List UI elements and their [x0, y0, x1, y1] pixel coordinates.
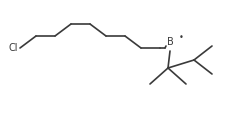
Text: •: • — [179, 34, 184, 42]
Text: Cl: Cl — [8, 43, 18, 53]
Text: B: B — [167, 37, 174, 47]
